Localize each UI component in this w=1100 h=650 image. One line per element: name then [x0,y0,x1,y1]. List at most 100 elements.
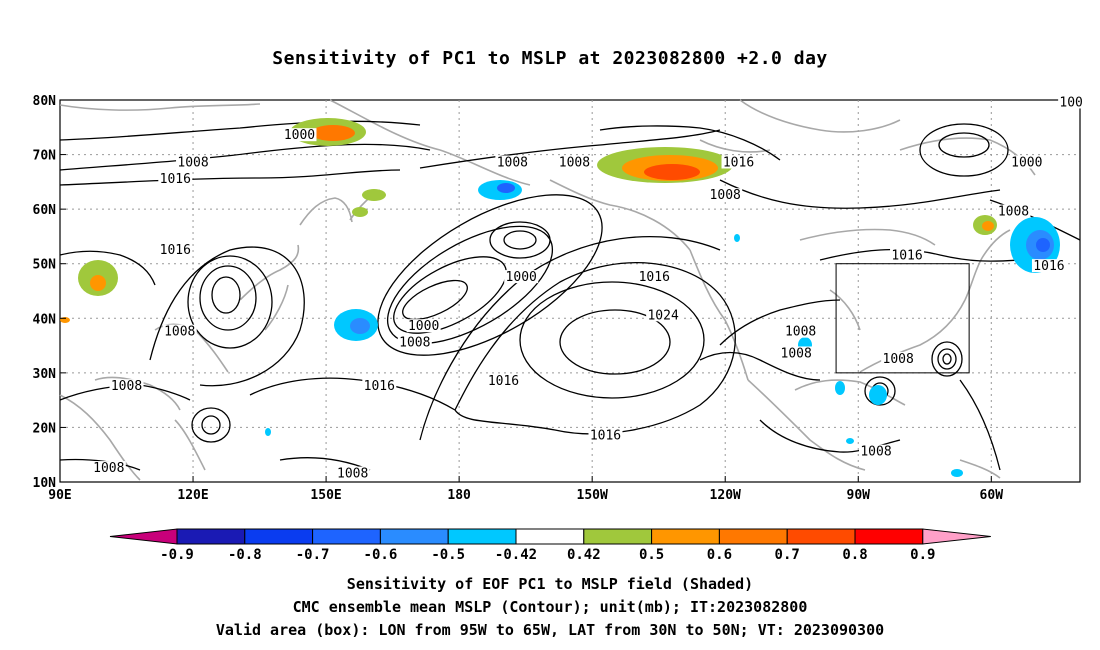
lat-tick-label: 20N [33,421,57,436]
map-frame [59,99,1081,483]
contour-label-bg [158,171,193,185]
colorbar-segment [651,528,720,545]
colorbar-segment [718,528,788,545]
colorbar-label: -0.9 [160,547,194,563]
footer-line-1: Sensitivity of EOF PC1 to MSLP field (Sh… [346,575,754,593]
contour-label-bg [282,128,317,142]
lat-tick-label: 10N [33,476,57,491]
contour-label: 1016 [639,270,670,285]
contour-label-bg [859,444,893,458]
contour-label-bg [1009,155,1044,169]
lon-tick-label: 180 [447,488,471,503]
contour-label: 1008 [781,346,812,361]
contour-label-bg [109,379,144,393]
contour-label-bg [721,155,756,169]
colorbar-segment [447,528,517,545]
contour-label-bg [890,248,925,262]
contour-label: 1008 [710,188,741,203]
colorbar-label: 0.9 [910,547,935,563]
contour-label-bg [637,270,672,284]
colorbar-label: -0.6 [364,547,398,563]
contour-label-bg [557,155,592,169]
colorbar-label: 0.5 [639,547,664,563]
lon-tick-label: 90W [847,488,871,503]
lon-tick-label: 150W [577,488,608,503]
contour-label-bg [91,461,126,475]
contour-label: 1000 [408,319,439,334]
lat-tick-label: 60N [33,203,57,218]
colorbar-label: 0.7 [775,547,800,563]
contour-label-bg [335,466,370,480]
contour-label-bg [486,373,521,387]
contour-label: 1016 [488,374,519,389]
sensitivity-shading [60,118,1060,477]
contour-label: 1024 [647,308,678,323]
lat-tick-label: 40N [33,312,57,327]
colorbar-segment [176,528,246,545]
contour-label: 1008 [559,155,590,170]
contour-label: 1008 [337,467,368,482]
footer-line-2: CMC ensemble mean MSLP (Contour); unit(m… [292,598,808,616]
contour-label: 1016 [590,428,621,443]
lon-tick-label: 60W [980,488,1004,503]
contour-label-bg [397,335,432,349]
lat-tick-label: 50N [33,258,57,273]
lat-tick-label: 80N [33,94,57,109]
lon-tick-label: 150E [310,488,341,503]
contour-label: 1016 [1033,259,1064,274]
lat-tick-label: 30N [33,367,57,382]
contour-label: 1016 [160,243,191,258]
lon-tick-label: 120W [710,488,741,503]
colorbar-label: -0.5 [431,547,465,563]
contour-label-bg [783,324,818,338]
contour-label: 1008 [998,205,1029,220]
colorbar-min-arrow [109,528,178,545]
contour-label: 1008 [399,336,430,351]
contour-label-bg [504,270,539,284]
contour-label-bg [158,242,193,256]
lon-tick-label: 90E [48,488,71,503]
contour-label: 1016 [160,172,191,187]
contour-label: 1016 [723,155,754,170]
plot-title: Sensitivity of PC1 to MSLP at 2023082800… [272,48,828,69]
contour-label: 1008 [93,461,124,476]
contour-label-bg [779,346,814,360]
colorbar-segment [312,528,381,545]
contour-label-bg [495,155,530,169]
colorbar-label: 0.8 [842,547,867,563]
colorbar-segment [379,528,449,545]
mslp-contours [59,120,1081,471]
colorbar [109,528,991,545]
colorbar-segment [244,528,314,545]
colorbar-labels: -0.9 -0.8 -0.7 -0.6 -0.5 -0.42 0.42 0.5 0.6 0.7 0.… [160,547,935,563]
colorbar-segment [515,528,585,545]
contour-label-bg [588,428,623,442]
colorbar-label: -0.7 [296,547,330,563]
contour-label-bg [406,319,441,333]
contour-label-bg [996,204,1031,218]
contour-labels: 1000 1008 1016 1008 1008 1016 1008 1000 1008 1016… [91,95,1085,482]
contour-label-bg [881,351,916,365]
contour-label-bg [1031,259,1066,273]
contour-label: 1008 [164,325,195,340]
colorbar-max-arrow [922,528,991,545]
contour-label-bg [362,379,397,393]
contour-label: 1008 [883,352,914,367]
contour-label: 1016 [364,379,395,394]
contour-label-bg [162,324,197,338]
contour-label: 1008 [111,379,142,394]
colorbar-label: -0.8 [228,547,262,563]
contour-label: 1008 [860,445,891,460]
contour-label: 1008 [177,155,208,170]
contour-label: 1016 [891,248,922,263]
lon-tick-label: 120E [177,488,208,503]
contour-label: 1008 [785,325,816,340]
contour-label: 1000 [506,270,537,285]
contour-label-bg [1058,95,1085,109]
lat-tick-label: 70N [33,149,57,164]
contour-label: 1008 [497,155,528,170]
colorbar-label: -0.42 [495,547,537,563]
colorbar-segment [786,528,856,545]
contour-label: 1000 [284,128,315,143]
